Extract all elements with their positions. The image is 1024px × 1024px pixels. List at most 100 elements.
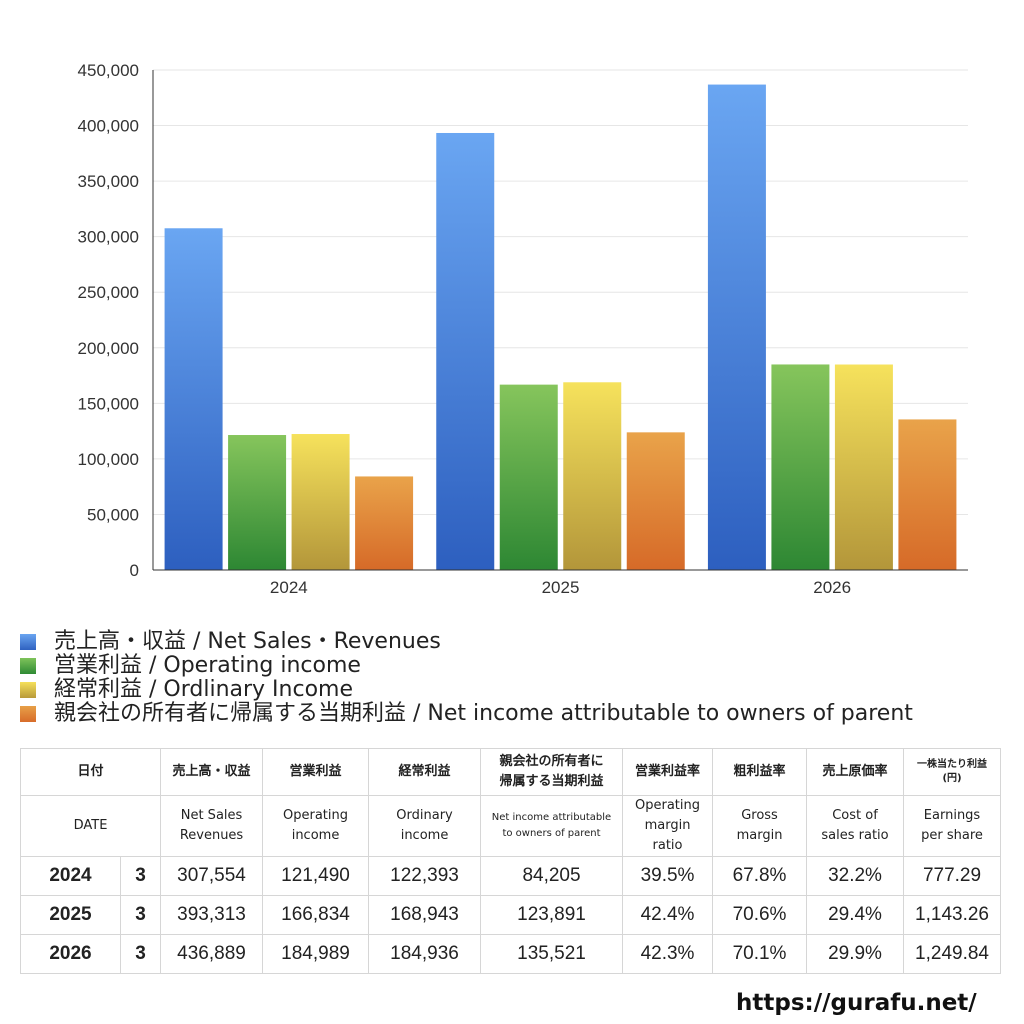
header-sales-ja: 売上高・収益 <box>160 748 264 796</box>
cell-year: 2024 <box>20 856 121 896</box>
header-eps-en-line1: Earnings <box>923 808 981 823</box>
bar-2024-series-3 <box>355 476 414 570</box>
legend-item-sales: 売上高・収益 / Net Sales・Revenues <box>20 630 913 654</box>
header-eps-en: Earnings per share <box>903 795 1002 857</box>
header-cost-ja: 売上原価率 <box>806 748 905 796</box>
cell-gross: 70.6% <box>712 895 808 935</box>
header-op-en-line1: Operating <box>283 808 349 823</box>
legend-swatch-operating <box>20 658 36 674</box>
header-gross-en-line1: Gross <box>741 808 778 823</box>
y-tick-label: 300,000 <box>78 228 139 247</box>
table-row: 2025 3 393,313 166,834 168,943 123,891 4… <box>20 895 1002 935</box>
header-cost-en-line2: sales ratio <box>821 828 889 843</box>
header-op-en-line2: income <box>291 828 340 843</box>
header-net-ja-line1: 親会社の所有者に <box>499 754 604 769</box>
legend-item-operating: 営業利益 / Operating income <box>20 654 913 678</box>
y-tick-label: 450,000 <box>78 61 139 80</box>
cell-gross: 67.8% <box>712 856 808 896</box>
x-tick-label: 2025 <box>542 578 580 597</box>
header-gross-en: Gross margin <box>712 795 808 857</box>
cell-ord: 184,936 <box>368 934 482 974</box>
table-row: 2024 3 307,554 121,490 122,393 84,205 39… <box>20 856 1002 896</box>
cell-op-margin: 39.5% <box>622 856 714 896</box>
cell-month: 3 <box>119 856 162 896</box>
header-opm-ja: 営業利益率 <box>622 748 714 796</box>
cell-year: 2025 <box>20 895 121 935</box>
cell-sales: 393,313 <box>160 895 264 935</box>
cell-eps: 1,249.84 <box>903 934 1002 974</box>
bar-2025-series-0 <box>436 132 495 571</box>
bar-2026-series-2 <box>834 364 893 570</box>
header-gross-en-line2: margin <box>736 828 783 843</box>
header-opm-en-line1: Operating <box>635 798 701 813</box>
header-opm-en-line2: margin <box>644 818 691 833</box>
header-eps-ja: 一株当たり利益 (円) <box>903 748 1002 796</box>
legend-swatch-sales <box>20 634 36 650</box>
header-ord-en-line2: income <box>400 828 449 843</box>
header-date-ja: 日付 <box>19 748 162 796</box>
header-op-ja: 営業利益 <box>262 748 370 796</box>
cell-op-margin: 42.3% <box>622 934 714 974</box>
header-sales-en: Net Sales Revenues <box>160 795 264 857</box>
legend: 売上高・収益 / Net Sales・Revenues 営業利益 / Opera… <box>20 630 913 726</box>
header-opm-en: Operating margin ratio <box>622 795 714 857</box>
x-tick-label: 2026 <box>813 578 851 597</box>
cell-month: 3 <box>119 895 162 935</box>
cell-year: 2026 <box>20 934 121 974</box>
header-net-ja-line2: 帰属する当期利益 <box>499 774 604 789</box>
cell-net: 123,891 <box>480 895 624 935</box>
y-tick-label: 400,000 <box>78 117 139 136</box>
legend-item-net: 親会社の所有者に帰属する当期利益 / Net income attributab… <box>20 702 913 726</box>
header-net-en: Net income attributable to owners of pare… <box>480 795 624 857</box>
legend-label-operating: 営業利益 / Operating income <box>54 653 361 678</box>
cell-eps: 1,143.26 <box>903 895 1002 935</box>
cell-month: 3 <box>119 934 162 974</box>
legend-swatch-ordinary <box>20 682 36 698</box>
legend-label-net: 親会社の所有者に帰属する当期利益 / Net income attributab… <box>54 701 913 726</box>
legend-label-ordinary: 経常利益 / Ordlinary Income <box>54 677 353 702</box>
bar-chart: 0 50,000 100,000 150,000 200,000 250,000 300,0… <box>78 61 968 597</box>
cell-cost: 32.2% <box>806 856 905 896</box>
x-tick-label: 2024 <box>270 578 308 597</box>
header-eps-ja-line2: (円) <box>942 773 962 784</box>
y-tick-label: 350,000 <box>78 172 139 191</box>
y-tick-label: 200,000 <box>78 339 139 358</box>
header-ord-ja: 経常利益 <box>368 748 482 796</box>
table-header-ja: 日付 売上高・収益 営業利益 経常利益 親会社の所有者に 帰属する当期利益 営業利… <box>19 748 1002 796</box>
header-sales-en-line1: Net Sales <box>180 808 243 823</box>
header-eps-en-line2: per share <box>921 828 983 843</box>
header-ord-en-line1: Ordinary <box>396 808 453 823</box>
header-opm-en-line3: ratio <box>652 838 683 853</box>
cell-gross: 70.1% <box>712 934 808 974</box>
financial-table: 日付 売上高・収益 営業利益 経常利益 親会社の所有者に 帰属する当期利益 営業利… <box>19 748 1002 974</box>
bar-2025-series-1 <box>499 384 558 570</box>
bar-2026-series-0 <box>707 84 766 570</box>
cell-cost: 29.9% <box>806 934 905 974</box>
header-ord-en: Ordinary income <box>368 795 482 857</box>
header-net-en-line1: Net income attributable <box>491 812 612 823</box>
y-tick-label: 250,000 <box>78 283 139 302</box>
table-row: 2026 3 436,889 184,989 184,936 135,521 4… <box>20 934 1002 974</box>
y-tick-label: 0 <box>130 561 139 580</box>
header-op-en: Operating income <box>262 795 370 857</box>
cell-ord: 122,393 <box>368 856 482 896</box>
cell-op-margin: 42.4% <box>622 895 714 935</box>
cell-op: 166,834 <box>262 895 370 935</box>
header-cost-en: Cost of sales ratio <box>806 795 905 857</box>
header-date-en: DATE <box>19 795 162 857</box>
bar-2026-series-1 <box>771 364 830 570</box>
cell-op: 121,490 <box>262 856 370 896</box>
bar-2026-series-3 <box>898 419 957 570</box>
header-net-ja: 親会社の所有者に 帰属する当期利益 <box>480 748 624 796</box>
cell-net: 135,521 <box>480 934 624 974</box>
bar-2025-series-2 <box>563 382 622 570</box>
bar-2025-series-3 <box>626 432 685 570</box>
header-sales-en-line2: Revenues <box>179 828 244 843</box>
legend-swatch-net <box>20 706 36 722</box>
cell-eps: 777.29 <box>903 856 1002 896</box>
bar-2024-series-2 <box>291 434 350 570</box>
y-tick-label: 50,000 <box>87 505 139 524</box>
header-eps-ja-line1: 一株当たり利益 <box>917 759 988 770</box>
cell-sales: 307,554 <box>160 856 264 896</box>
cell-op: 184,989 <box>262 934 370 974</box>
